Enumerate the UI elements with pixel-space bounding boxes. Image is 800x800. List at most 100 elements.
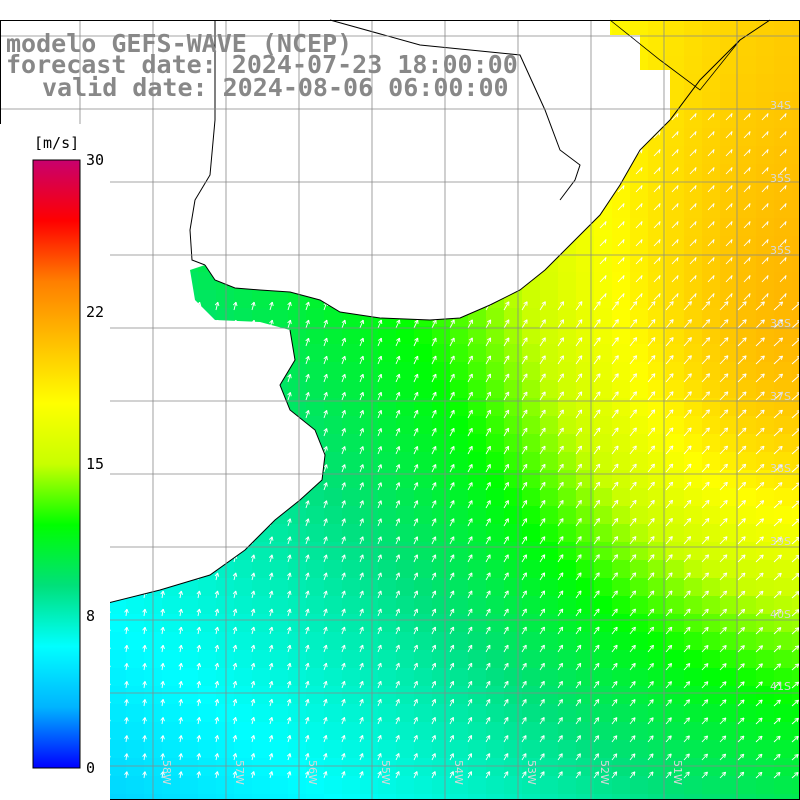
wind-arrow [665, 355, 674, 365]
wind-arrow [287, 319, 292, 329]
wind-arrow [359, 391, 365, 401]
wind-arrow [629, 753, 636, 761]
wind-arrow [575, 590, 582, 599]
wind-arrow [683, 590, 691, 599]
wind-arrow [431, 608, 437, 617]
wind-arrow [575, 735, 581, 743]
wind-arrow [449, 698, 455, 707]
wind-arrow [701, 590, 709, 599]
wind-arrow [431, 319, 437, 329]
wind-arrow [737, 301, 747, 311]
wind-arrow [359, 428, 364, 437]
wind-arrow [214, 753, 220, 761]
colorbar-tick-0: 0 [86, 759, 95, 777]
wind-arrow [431, 427, 437, 437]
wind-arrow [377, 608, 382, 617]
wind-arrow [359, 680, 364, 689]
wind-arrow [743, 221, 751, 229]
wind-arrow [503, 409, 510, 419]
wind-arrow [431, 644, 437, 653]
wind-arrow [323, 391, 328, 401]
land-mask [0, 19, 771, 621]
wind-arrow [196, 735, 201, 743]
wind-arrow [725, 239, 733, 247]
wind-arrow [250, 608, 256, 617]
wind-arrow [611, 590, 618, 599]
wind-arrow [665, 445, 674, 455]
wind-arrow [521, 518, 528, 527]
wind-arrow [431, 572, 437, 581]
wind-arrow [719, 626, 727, 635]
wind-arrow [485, 355, 492, 365]
wind-arrow [701, 463, 710, 473]
wind-arrow [779, 203, 787, 211]
wind-arrow [755, 409, 765, 419]
wind-arrow [701, 391, 711, 401]
wind-arrow [377, 428, 383, 437]
wind-arrow [761, 257, 769, 265]
wind-arrow [359, 698, 364, 707]
wind-arrow [521, 445, 528, 455]
wind-arrow [232, 590, 238, 599]
wind-arrow [323, 698, 328, 707]
wind-arrow [323, 716, 328, 725]
wind-arrow [323, 482, 328, 491]
wind-arrow [485, 463, 491, 473]
wind-arrow [395, 319, 401, 329]
wind-arrow [773, 301, 784, 311]
wind-arrow [773, 482, 783, 491]
wind-arrow [611, 373, 619, 383]
wind-arrow [341, 698, 346, 707]
wind-arrow [359, 662, 364, 671]
wind-arrow [323, 536, 328, 545]
wind-arrow [629, 445, 637, 455]
wind-arrow [593, 391, 601, 401]
wind-arrow [683, 771, 690, 779]
wind-arrow [160, 662, 165, 671]
wind-arrow [214, 626, 220, 635]
colorbar: [m/s] 30 22 15 8 0 [0, 124, 110, 800]
wind-arrow [737, 481, 747, 491]
wind-arrow [268, 771, 274, 779]
wind-arrow [431, 500, 437, 509]
wind-arrow [341, 373, 346, 383]
wind-arrow [791, 717, 799, 725]
wind-arrow [521, 337, 528, 347]
wind-arrow [665, 699, 672, 707]
wind-arrow [737, 427, 747, 437]
wind-arrow [689, 239, 697, 247]
wind-arrow [413, 518, 419, 527]
wind-arrow [485, 717, 491, 725]
wind-arrow [413, 427, 419, 437]
wind-arrow [629, 771, 636, 779]
wind-arrow [503, 572, 509, 581]
wind-arrow [232, 680, 238, 689]
colorbar-tick-8: 8 [86, 607, 95, 625]
wind-arrow [449, 626, 455, 635]
wind-arrow [232, 717, 238, 725]
wind-arrow [719, 355, 729, 365]
wind-arrow [635, 257, 643, 265]
wind-arrow [557, 301, 565, 311]
wind-arrow [377, 626, 382, 635]
wind-arrow [593, 753, 600, 761]
wind-arrow [683, 554, 691, 563]
wind-arrow [773, 717, 781, 725]
wind-arrow [359, 355, 365, 365]
wind-arrow [719, 717, 727, 725]
wind-arrow [611, 662, 618, 671]
wind-arrow [599, 293, 607, 301]
wind-arrow [196, 626, 202, 635]
wind-arrow [737, 337, 747, 347]
lon-label: 52W [598, 760, 611, 785]
wind-arrow [629, 409, 637, 419]
wind-arrow [737, 554, 746, 563]
wind-arrow [503, 463, 510, 473]
wind-arrow [707, 257, 715, 265]
wind-arrow [665, 608, 673, 617]
wind-arrow [647, 662, 654, 671]
wind-arrow [629, 499, 637, 509]
wind-arrow [665, 717, 672, 725]
wind-arrow [593, 463, 601, 473]
lon-label: 54W [452, 760, 465, 785]
